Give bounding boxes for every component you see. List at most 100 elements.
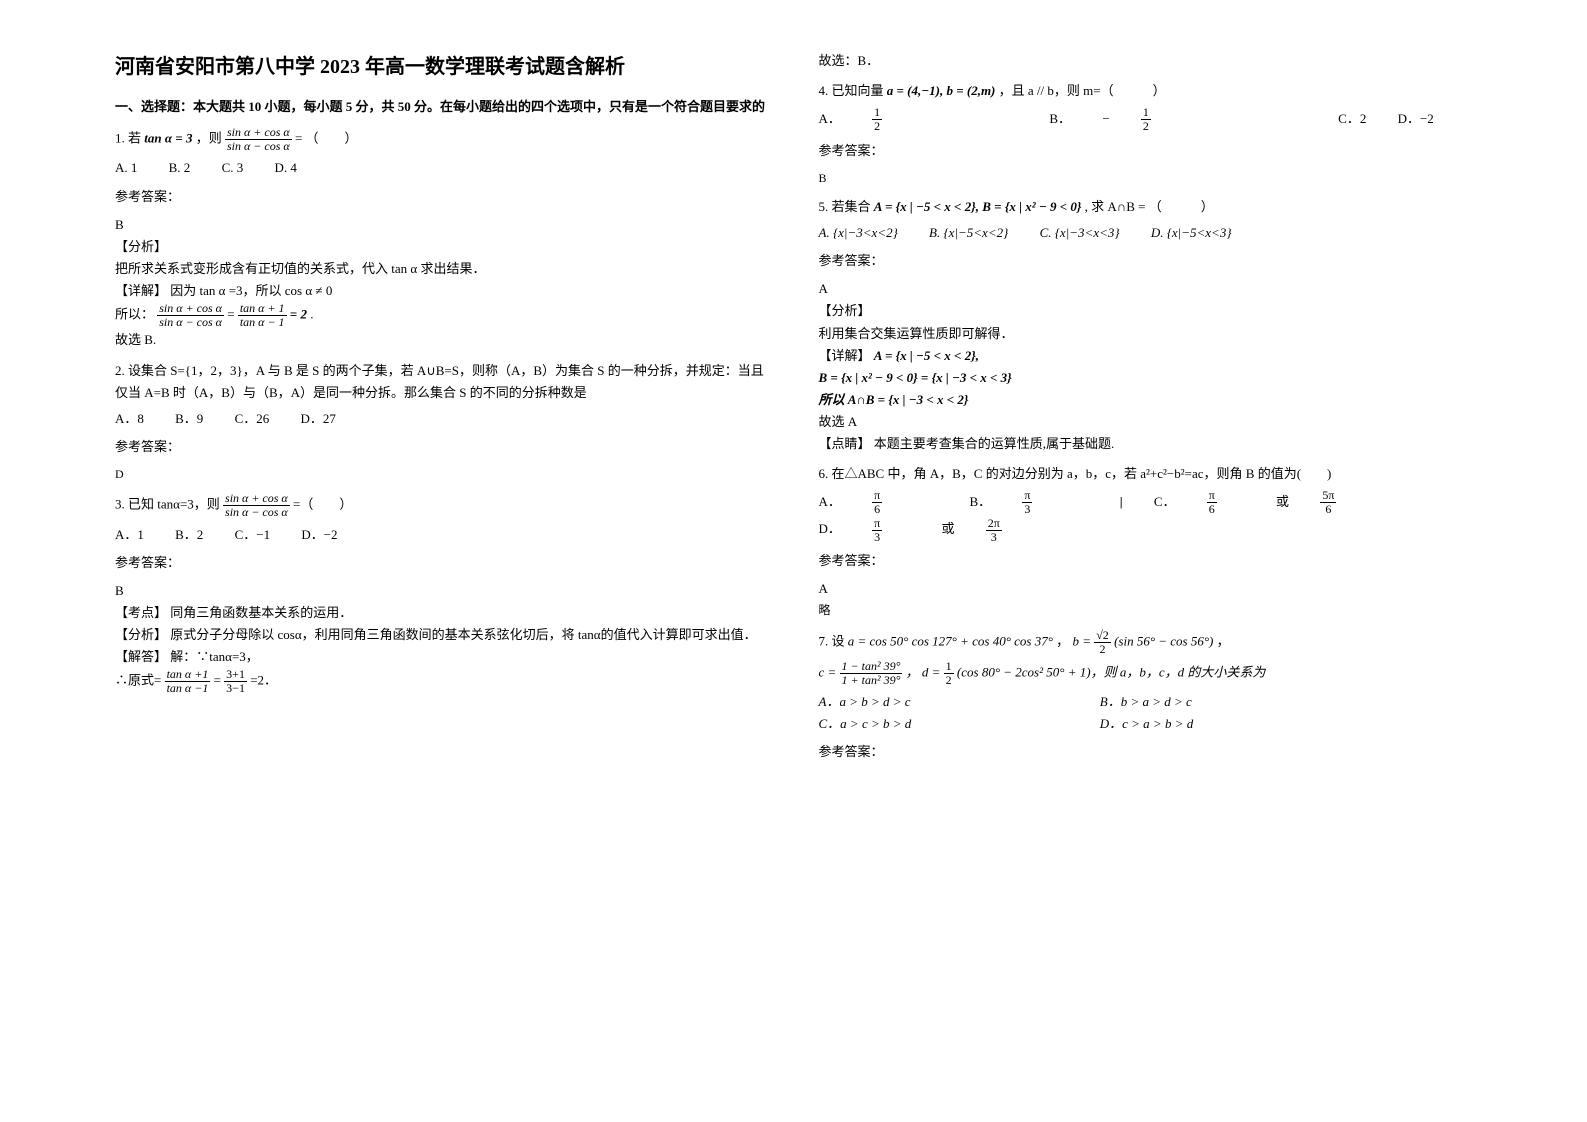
q1-opt-c: C. 3 — [222, 157, 244, 179]
q5-d1: A = {x | −5 < x < 2}, — [874, 348, 979, 363]
q3-options: A．1 B．2 C．−1 D．−2 — [115, 524, 769, 546]
q5-sets: A = {x | −5 < x < 2}, B = {x | x² − 9 < … — [874, 199, 1082, 214]
question-6: 6. 在△ABC 中，角 A，B，C 的对边分别为 a，b，c，若 a²+c²−… — [819, 463, 1473, 485]
q5-opt-c: C. {x|−3<x<3} — [1040, 222, 1120, 244]
q5-detail: 【详解】 A = {x | −5 < x < 2}, — [819, 345, 1473, 367]
q5-d2: B = {x | x² − 9 < 0} = {x | −3 < x < 3} — [819, 370, 1012, 385]
q3-conclude: 故选：B． — [819, 50, 1473, 72]
q5-d3: 所以 A∩B = {x | −3 < x < 2} — [819, 392, 969, 407]
q1-eq-val: = 2 — [290, 307, 307, 322]
q7-c-num: 1 − tan² 39° — [840, 660, 903, 674]
q2-opt-d: D．27 — [300, 408, 335, 430]
q7-c-den: 1 + tan² 39° — [840, 674, 903, 687]
q4-opt-a: A． 12 — [819, 106, 939, 133]
q1-opt-b: B. 2 — [169, 157, 191, 179]
q2-opt-c: C．26 — [235, 408, 270, 430]
q1-cond: tan α = 3 — [144, 131, 192, 146]
q6-a-num: π — [872, 489, 882, 503]
q7-pre: 7. 设 — [819, 633, 848, 648]
q4-opt-b: B． − 12 — [1049, 106, 1207, 133]
q7-b-den: 2 — [1094, 643, 1111, 656]
q7-b-pre: b = — [1072, 633, 1094, 648]
q3-analysis-text: 原式分子分母除以 cosα，利用同角三角函数间的基本关系弦化切后，将 tanα的… — [170, 627, 756, 642]
q6-c-n2: 5π — [1320, 489, 1336, 503]
q4-mid: ，且 a // b，则 m=（ ） — [999, 83, 1166, 98]
q6-answer-label: 参考答案： — [819, 550, 1473, 572]
q2-answer-label: 参考答案： — [115, 436, 769, 458]
q1-options: A. 1 B. 2 C. 3 D. 4 — [115, 157, 769, 179]
q5-analysis: 利用集合交集运算性质即可解得． — [819, 323, 1473, 345]
q4-b-den: 2 — [1141, 120, 1151, 133]
q7-d-post: (cos 80° − 2cos² 50° + 1)，则 a，b，c，d 的大小关… — [957, 665, 1265, 680]
q1-suffix: = （ ） — [295, 131, 358, 146]
question-3: 3. 已知 tanα=3，则 sin α + cos α sin α − cos… — [115, 492, 769, 519]
q7-opt-d: D．c > a > b > d — [1100, 713, 1193, 735]
q1-so: 所以： — [115, 307, 154, 322]
kaodian-label: 【考点】 — [115, 605, 167, 620]
q3-analysis: 【分析】 原式分子分母除以 cosα，利用同角三角函数间的基本关系弦化切后，将 … — [115, 624, 769, 646]
q7-opt-c: C．a > c > b > d — [819, 713, 1069, 735]
q7-a: a = cos 50° cos 127° + cos 40° cos 37° — [848, 633, 1053, 648]
q4-a-den: 2 — [872, 120, 882, 133]
q1-eq-num1: sin α + cos α — [157, 302, 224, 316]
q7-c-pre: c = — [819, 665, 840, 680]
q3-kaodian: 【考点】 同角三角函数基本关系的运用． — [115, 602, 769, 624]
q7-opt-a: A．a > b > d > c — [819, 691, 1069, 713]
q4-options: A． 12 B． − 12 C．2 D．−2 — [819, 106, 1473, 133]
q6-b-num: π — [1022, 489, 1032, 503]
q6-d-n1: π — [872, 517, 882, 531]
q3-num3: 3+1 — [224, 668, 247, 682]
q3-pre: 3. 已知 tanα=3，则 — [115, 497, 223, 512]
q1-den: sin α − cos α — [225, 140, 292, 153]
q3-den3: 3−1 — [224, 682, 247, 695]
q4-b-neg: − — [1102, 108, 1109, 130]
q3-answer: B — [115, 580, 769, 602]
q5-analysis-label: 【分析】 — [819, 300, 1473, 322]
q7-end: ， — [1217, 633, 1230, 648]
q5-options: A. {x|−3<x<2} B. {x|−5<x<2} C. {x|−3<x<3… — [819, 222, 1473, 244]
question-1: 1. 若 tan α = 3 ，则 sin α + cos α sin α − … — [115, 126, 769, 153]
q7-opt-b: B．b > a > d > c — [1100, 691, 1192, 713]
q1-opt-d: D. 4 — [274, 157, 296, 179]
q3-val: =2． — [250, 673, 277, 688]
q6-opt-c: C． π6 或 5π6 — [1154, 489, 1393, 516]
q6-c-d2: 6 — [1320, 503, 1336, 516]
q6-opt-a: A． π6 — [819, 489, 939, 516]
q7-options: A．a > b > d > c B．b > a > d > c C．a > c … — [819, 691, 1473, 735]
q4-opt-d: D．−2 — [1398, 108, 1434, 130]
q4-answer: B — [819, 168, 1473, 188]
q3-opt-a: A．1 — [115, 524, 144, 546]
q2-options: A．8 B．9 C．26 D．27 — [115, 408, 769, 430]
q6-opt-d: D． π3 或 2π3 — [819, 517, 1058, 544]
q5-answer-label: 参考答案： — [819, 250, 1473, 272]
q7-b-num: √2 — [1094, 629, 1111, 643]
q3-post: =（ ） — [293, 497, 352, 512]
q5-pre: 5. 若集合 — [819, 199, 874, 214]
q7-d-pre: ， d = — [906, 665, 944, 680]
q6-c-label: C． — [1154, 492, 1176, 512]
q1-detail-pre: 因为 tan α =3，所以 cos α ≠ 0 — [170, 283, 332, 298]
q4-a-num: 1 — [872, 106, 882, 120]
q6-d-d1: 3 — [872, 531, 882, 544]
q4-b-num: 1 — [1141, 106, 1151, 120]
q3-opt-b: B．2 — [175, 524, 203, 546]
instructions: 一、选择题：本大题共 10 小题，每小题 5 分，共 50 分。在每小题给出的四… — [115, 96, 769, 118]
q5-opt-b: B. {x|−5<x<2} — [929, 222, 1008, 244]
q5-conclude: 故选 A — [819, 411, 1473, 433]
detail-label: 【详解】 — [115, 283, 167, 298]
q2-answer: D — [115, 464, 769, 484]
q3-num2: tan α +1 — [165, 668, 211, 682]
diansheng-label: 【点睛】 — [819, 436, 871, 451]
q3-jieda-pre: 解：∵tanα=3， — [170, 649, 259, 664]
q6-b-label: B． — [969, 492, 991, 512]
q4-vec: a = (4,−1), b = (2,m) — [887, 83, 996, 98]
q5-opt-d: D. {x|−5<x<3} — [1151, 222, 1232, 244]
q6-a-den: 6 — [872, 503, 882, 516]
q6-lue: 略 — [819, 600, 1473, 620]
q1-answer-label: 参考答案： — [115, 186, 769, 208]
q5-diansheng: 【点睛】 本题主要考查集合的运算性质,属于基础题. — [819, 433, 1473, 455]
q6-d-or: 或 — [941, 519, 954, 539]
q1-eq-num2: tan α + 1 — [238, 302, 287, 316]
q1-eq-den2: tan α − 1 — [238, 316, 287, 329]
q4-answer-label: 参考答案： — [819, 140, 1473, 162]
